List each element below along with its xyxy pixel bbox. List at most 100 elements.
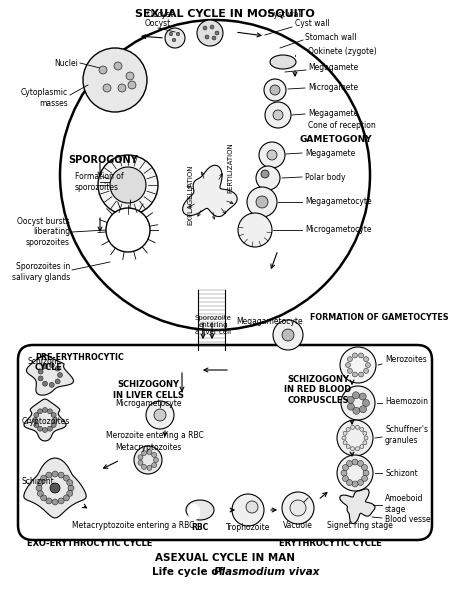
Circle shape [34, 412, 39, 417]
Circle shape [210, 25, 214, 29]
Circle shape [138, 455, 143, 460]
Circle shape [256, 196, 268, 208]
Text: Vacuole: Vacuole [283, 522, 313, 531]
Circle shape [347, 357, 352, 362]
Circle shape [106, 208, 150, 252]
Circle shape [352, 459, 358, 465]
Text: Metacryptozoites: Metacryptozoites [115, 442, 181, 451]
Circle shape [365, 362, 370, 367]
Circle shape [152, 462, 157, 468]
Text: Plasmodium vivax: Plasmodium vivax [214, 567, 320, 577]
Circle shape [114, 62, 122, 70]
Circle shape [247, 187, 277, 217]
Circle shape [356, 425, 360, 429]
Circle shape [361, 464, 368, 470]
Circle shape [341, 470, 347, 476]
Circle shape [103, 84, 111, 92]
Text: SCHIZOGONY
IN RED BLOOD
CORPUSCLES: SCHIZOGONY IN RED BLOOD CORPUSCLES [284, 375, 351, 405]
Text: Life cycle of: Life cycle of [152, 567, 227, 577]
Text: Cytoplasmic
masses: Cytoplasmic masses [21, 88, 68, 108]
Circle shape [351, 425, 355, 429]
Circle shape [273, 320, 303, 350]
Circle shape [265, 102, 291, 128]
FancyBboxPatch shape [18, 345, 432, 540]
Circle shape [141, 451, 147, 456]
Circle shape [99, 66, 107, 74]
Circle shape [46, 498, 52, 504]
Text: Schizont: Schizont [28, 357, 61, 367]
Circle shape [40, 475, 47, 481]
Text: Megagametocyte: Megagametocyte [237, 317, 303, 326]
Circle shape [273, 110, 283, 120]
Circle shape [58, 472, 64, 478]
Text: Oocyst: Oocyst [145, 20, 171, 29]
Circle shape [50, 483, 60, 493]
Circle shape [147, 450, 152, 454]
Circle shape [364, 368, 369, 373]
Text: SEXUAL CYCLE IN MOSQUITO: SEXUAL CYCLE IN MOSQUITO [135, 9, 315, 19]
Text: Megagamete: Megagamete [308, 109, 358, 118]
Circle shape [351, 447, 355, 451]
Text: Trophozoite: Trophozoite [226, 523, 270, 533]
Polygon shape [24, 458, 86, 518]
Circle shape [55, 366, 60, 371]
Circle shape [359, 353, 364, 358]
Circle shape [238, 213, 272, 247]
Circle shape [337, 420, 373, 456]
Circle shape [49, 363, 54, 368]
Text: Microgametocyte: Microgametocyte [115, 398, 181, 407]
Circle shape [55, 379, 60, 384]
Text: Cyst wall: Cyst wall [295, 20, 330, 29]
Circle shape [347, 396, 354, 403]
Circle shape [34, 423, 39, 428]
Circle shape [346, 479, 352, 486]
Circle shape [98, 155, 158, 215]
Circle shape [353, 407, 360, 414]
Circle shape [32, 417, 37, 423]
Circle shape [146, 401, 174, 429]
Polygon shape [183, 165, 237, 217]
Circle shape [126, 72, 134, 80]
Text: Stomach wall: Stomach wall [305, 34, 356, 43]
Text: Blood vessel: Blood vessel [385, 514, 433, 523]
Text: SPOROGONY: SPOROGONY [68, 155, 138, 165]
Circle shape [261, 170, 269, 178]
Circle shape [58, 498, 64, 504]
Circle shape [165, 28, 185, 48]
Text: FERTILIZATION: FERTILIZATION [227, 143, 233, 193]
Ellipse shape [270, 55, 296, 69]
Text: Sporozoite
entering
a liver cell: Sporozoite entering a liver cell [194, 315, 231, 335]
Text: Microgametocyte: Microgametocyte [305, 226, 372, 234]
Text: Signet ring stage: Signet ring stage [327, 522, 393, 531]
Text: Megagamete: Megagamete [305, 148, 355, 157]
Circle shape [352, 372, 357, 377]
Circle shape [42, 407, 48, 412]
Circle shape [347, 403, 354, 410]
Circle shape [134, 446, 162, 474]
Circle shape [172, 38, 176, 42]
Circle shape [37, 409, 42, 414]
Circle shape [270, 85, 280, 95]
Circle shape [42, 428, 48, 432]
Circle shape [37, 490, 43, 497]
Text: Schizont: Schizont [385, 468, 418, 478]
Circle shape [282, 492, 314, 524]
Circle shape [360, 406, 367, 413]
Text: Microgamete: Microgamete [308, 84, 358, 93]
Circle shape [169, 32, 173, 36]
Circle shape [67, 479, 73, 486]
Circle shape [38, 376, 43, 381]
Circle shape [363, 470, 369, 476]
Text: ASEXUAL CYCLE IN MAN: ASEXUAL CYCLE IN MAN [155, 553, 295, 563]
Circle shape [68, 485, 74, 491]
Text: Schuffner's
granules: Schuffner's granules [385, 425, 428, 445]
Circle shape [290, 500, 306, 516]
Text: RBC: RBC [191, 523, 209, 533]
Text: Polar body: Polar body [305, 173, 346, 182]
Circle shape [52, 471, 58, 477]
Text: Cone of reception: Cone of reception [308, 121, 376, 131]
Circle shape [49, 382, 54, 387]
Text: Nuclei: Nuclei [54, 59, 78, 68]
Circle shape [141, 464, 147, 470]
Circle shape [52, 499, 58, 505]
